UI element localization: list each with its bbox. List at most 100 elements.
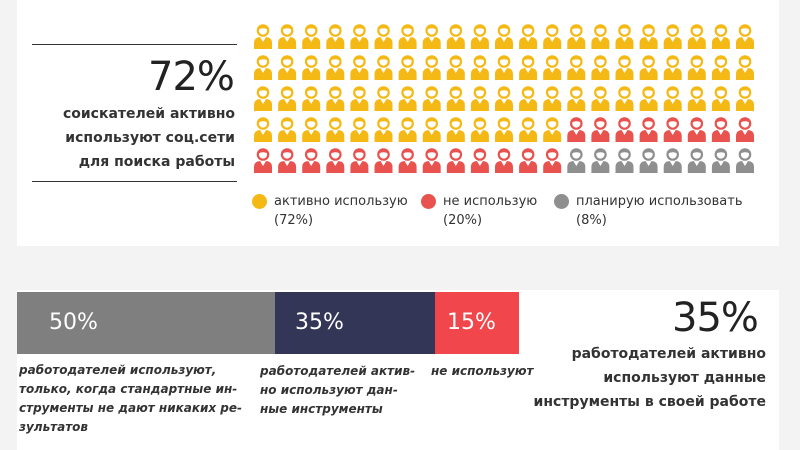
person-icon bbox=[495, 55, 513, 80]
person-icon bbox=[302, 117, 321, 142]
person-icon bbox=[736, 24, 754, 49]
bottom-caption-line: инструменты в своей работе bbox=[533, 394, 766, 410]
top-caption: соискателей активно используют соц.сети … bbox=[32, 102, 235, 174]
person-icon bbox=[495, 24, 513, 49]
person-icon bbox=[398, 86, 417, 111]
person-icon bbox=[519, 148, 538, 173]
person-icon bbox=[302, 148, 321, 173]
people-pictogram bbox=[254, 24, 754, 173]
person-icon bbox=[422, 55, 441, 80]
bar-value-label: 35% bbox=[295, 310, 344, 335]
person-icon bbox=[663, 55, 682, 80]
person-icon bbox=[567, 117, 586, 142]
person-icon bbox=[254, 117, 272, 142]
person-icon bbox=[639, 24, 658, 49]
person-icon bbox=[711, 86, 730, 111]
person-icon bbox=[615, 86, 634, 111]
legend-planning: планирую использовать (8%) bbox=[554, 192, 743, 230]
bar-caption-line: зультатов bbox=[19, 420, 89, 434]
person-icon bbox=[278, 55, 297, 80]
person-icon bbox=[326, 148, 345, 173]
person-icon bbox=[687, 24, 706, 49]
person-icon bbox=[543, 148, 562, 173]
person-icon bbox=[687, 117, 706, 142]
person-icon bbox=[687, 55, 706, 80]
person-icon bbox=[711, 24, 730, 49]
bar-caption-line: только, когда стандартные ин- bbox=[19, 382, 238, 396]
bar-caption-line: ные инструменты bbox=[260, 402, 383, 416]
person-icon bbox=[422, 148, 441, 173]
top-caption-line: для поиска работы bbox=[78, 154, 235, 170]
person-icon bbox=[495, 117, 513, 142]
person-icon bbox=[495, 148, 513, 173]
person-icon bbox=[470, 148, 489, 173]
person-icon bbox=[663, 24, 682, 49]
person-icon bbox=[470, 86, 489, 111]
person-icon bbox=[422, 24, 441, 49]
bar-caption-line: но используют дан- bbox=[260, 383, 398, 397]
top-caption-line: используют соц.сети bbox=[65, 130, 235, 146]
person-icon bbox=[711, 55, 730, 80]
person-icon bbox=[615, 117, 634, 142]
person-icon bbox=[736, 148, 754, 173]
person-icon bbox=[591, 117, 610, 142]
person-icon bbox=[422, 86, 441, 111]
person-icon bbox=[639, 117, 658, 142]
legend-value: (8%) bbox=[576, 213, 607, 228]
person-icon bbox=[519, 86, 538, 111]
bar-value-label: 50% bbox=[49, 310, 98, 335]
bar-caption-red: не используют bbox=[431, 362, 541, 381]
person-icon bbox=[398, 117, 417, 142]
person-icon bbox=[350, 148, 369, 173]
person-icon bbox=[639, 148, 658, 173]
bar-caption-line: работодателей используют, bbox=[19, 363, 217, 377]
person-icon bbox=[398, 55, 417, 80]
bar-segment-gray: 50% bbox=[17, 292, 275, 354]
legend-label: активно использую bbox=[274, 194, 408, 209]
person-icon bbox=[543, 86, 562, 111]
person-icon bbox=[350, 24, 369, 49]
bottom-percent: 35% bbox=[672, 295, 759, 341]
person-icon bbox=[567, 55, 586, 80]
person-icon bbox=[302, 24, 321, 49]
person-icon bbox=[302, 55, 321, 80]
person-icon bbox=[519, 24, 538, 49]
person-icon bbox=[278, 117, 297, 142]
person-icon bbox=[591, 86, 610, 111]
top-rule-lower bbox=[32, 181, 237, 182]
person-icon bbox=[591, 148, 610, 173]
person-icon bbox=[736, 117, 754, 142]
legend-label: планирую использовать bbox=[576, 194, 743, 209]
bar-caption-navy: работодателей актив- но используют дан- … bbox=[260, 362, 430, 419]
person-icon bbox=[687, 86, 706, 111]
person-icon bbox=[639, 86, 658, 111]
bar-caption-line: работодателей актив- bbox=[260, 364, 416, 378]
person-icon bbox=[615, 55, 634, 80]
person-icon bbox=[543, 24, 562, 49]
person-icon bbox=[736, 86, 754, 111]
bar-segment-navy: 35% bbox=[275, 292, 435, 354]
person-icon bbox=[639, 55, 658, 80]
person-icon bbox=[326, 24, 345, 49]
bar-caption-line: не используют bbox=[431, 364, 534, 378]
person-icon bbox=[736, 55, 754, 80]
legend-label: не использую bbox=[443, 194, 538, 209]
top-percent: 72% bbox=[148, 54, 235, 100]
person-icon bbox=[350, 55, 369, 80]
person-icon bbox=[350, 86, 369, 111]
person-icon bbox=[543, 117, 562, 142]
top-rule-upper bbox=[32, 44, 237, 45]
person-icon bbox=[470, 55, 489, 80]
person-icon bbox=[446, 24, 465, 49]
person-icon bbox=[446, 86, 465, 111]
person-icon bbox=[374, 24, 393, 49]
person-icon bbox=[374, 148, 393, 173]
person-icon bbox=[446, 55, 465, 80]
person-icon bbox=[350, 117, 369, 142]
person-icon bbox=[663, 148, 682, 173]
person-icon bbox=[278, 24, 297, 49]
bottom-caption: работодателей активно используют данные … bbox=[530, 342, 766, 414]
person-icon bbox=[398, 148, 417, 173]
person-icon bbox=[470, 117, 489, 142]
top-caption-line: соискателей активно bbox=[62, 106, 235, 122]
